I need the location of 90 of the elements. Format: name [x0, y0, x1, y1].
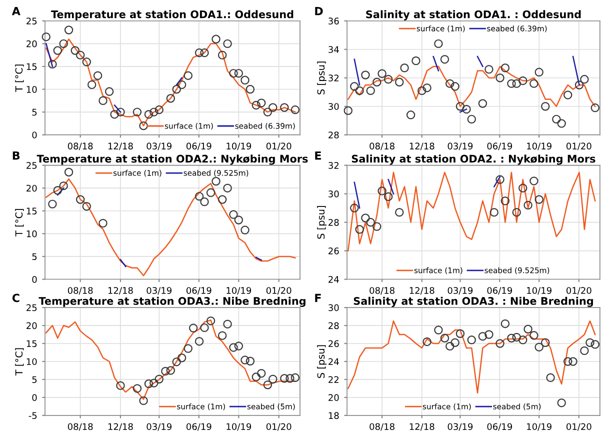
y-tick-label: 32 — [328, 162, 338, 169]
chart-title: Temperature at station ODA1.: Oddesund — [51, 10, 294, 20]
y-tick-label: 24 — [328, 276, 339, 283]
x-tick-label: 01/20 — [566, 287, 592, 295]
chart-title: Temperature at station ODA2.: Nykøbing Mors — [36, 154, 308, 165]
y-tick-label: 25 — [26, 304, 37, 312]
chart-title: Salinity at station ODA3. : Nibe Bredning — [354, 296, 593, 308]
x-tick-label: 08/18 — [68, 423, 93, 431]
x-tick-label: 08/18 — [68, 287, 93, 295]
chart-title: Temperature at station ODA3.: Nibe Bredning — [38, 296, 306, 308]
chart-title: Salinity at station ODA2. : Nykøbing Mors — [352, 154, 596, 165]
y-tick-label: 15 — [26, 63, 37, 70]
x-tick-label: 03/19 — [146, 142, 172, 150]
x-tick-label: 10/19 — [527, 423, 552, 431]
x-tick-label: 12/18 — [108, 287, 133, 295]
x-tick-label: 03/19 — [146, 287, 172, 295]
y-tick-label: 0 — [32, 132, 37, 138]
y-tick-label: 0 — [32, 276, 37, 283]
x-tick-label: 03/19 — [448, 287, 473, 295]
x-tick-label: 01/20 — [266, 423, 292, 431]
x-tick-label: 08/18 — [370, 287, 394, 295]
y-tick-label: 20 — [26, 322, 37, 330]
chart-title: Salinity at station ODA1. : Oddesund — [366, 10, 581, 20]
x-tick-label: 01/20 — [266, 287, 292, 295]
x-tick-label: 10/19 — [226, 142, 252, 150]
y-tick-label: 20 — [26, 40, 37, 48]
y-tick-label: 15 — [26, 208, 37, 214]
x-tick-label: 08/18 — [370, 142, 394, 150]
y-axis-title: S [psu] — [317, 345, 327, 378]
y-axis-title: S [psu] — [317, 206, 327, 239]
y-tick-label: 20 — [328, 394, 339, 402]
x-tick-label: 12/18 — [108, 142, 133, 150]
y-tick-label: 32 — [328, 74, 338, 82]
y-tick-label: 10 — [26, 358, 37, 366]
x-tick-label: 06/19 — [186, 287, 212, 295]
text: D — [315, 7, 323, 16]
text: E — [315, 151, 321, 160]
y-axis-title: T [°C] — [15, 64, 24, 92]
y-axis-title: T [°C] — [15, 208, 24, 236]
text: C — [12, 294, 20, 302]
y-tick-label: 30 — [328, 304, 339, 312]
y-tick-label: 22 — [328, 376, 338, 383]
text: F — [315, 294, 321, 302]
y-tick-label: 26 — [328, 340, 339, 348]
y-tick-label: 30 — [328, 190, 339, 198]
x-tick-label: 03/19 — [448, 142, 473, 150]
y-tick-label: 5 — [32, 253, 37, 260]
y-tick-label: 5 — [32, 376, 37, 384]
x-tick-label: 12/18 — [410, 423, 434, 431]
x-tick-label: 03/19 — [146, 423, 172, 431]
x-tick-label: 06/19 — [487, 142, 512, 150]
y-tick-label: 28 — [328, 132, 339, 138]
x-tick-label: 06/19 — [487, 423, 512, 431]
y-tick-label: 10 — [26, 230, 37, 238]
y-tick-label: 28 — [328, 219, 339, 226]
x-tick-label: 08/18 — [370, 423, 394, 431]
x-tick-label: 03/19 — [448, 423, 473, 431]
y-tick-label: 28 — [328, 322, 339, 330]
y-tick-label: 34 — [328, 46, 339, 53]
x-tick-label: 12/18 — [410, 287, 434, 295]
y-tick-label: 25 — [26, 18, 37, 24]
x-tick-label: 01/20 — [266, 142, 292, 150]
x-tick-label: 06/19 — [487, 287, 512, 295]
y-tick-label: 30 — [328, 103, 339, 110]
x-tick-label: 01/20 — [566, 423, 592, 431]
x-tick-label: 10/19 — [226, 287, 252, 295]
y-tick-label: 0 — [32, 394, 37, 402]
x-tick-label: 08/18 — [68, 142, 93, 150]
y-tick-label: 5 — [32, 108, 37, 116]
y-axis-title: S [psu] — [317, 62, 327, 94]
y-axis-title: T [°C] — [15, 348, 24, 376]
x-tick-label: 10/19 — [226, 423, 252, 431]
x-tick-label: 06/19 — [186, 142, 212, 150]
x-tick-label: 12/18 — [108, 423, 133, 431]
y-tick-label: 18 — [328, 412, 339, 419]
y-tick-label: -5 — [28, 412, 37, 419]
y-tick-label: 36 — [328, 18, 339, 24]
y-tick-label: 25 — [26, 162, 37, 169]
x-tick-label: 10/19 — [527, 142, 552, 150]
x-tick-label: 12/18 — [410, 142, 434, 150]
text: A — [12, 7, 20, 16]
x-tick-label: 10/19 — [527, 287, 552, 295]
y-tick-label: 26 — [328, 248, 339, 254]
y-tick-label: 15 — [26, 340, 37, 348]
y-tick-label: 10 — [26, 86, 37, 93]
text: B — [12, 151, 20, 160]
y-tick-label: 20 — [26, 184, 37, 192]
y-tick-label: 24 — [328, 358, 339, 365]
x-tick-label: 06/19 — [186, 423, 212, 431]
x-tick-label: 01/20 — [566, 142, 592, 150]
